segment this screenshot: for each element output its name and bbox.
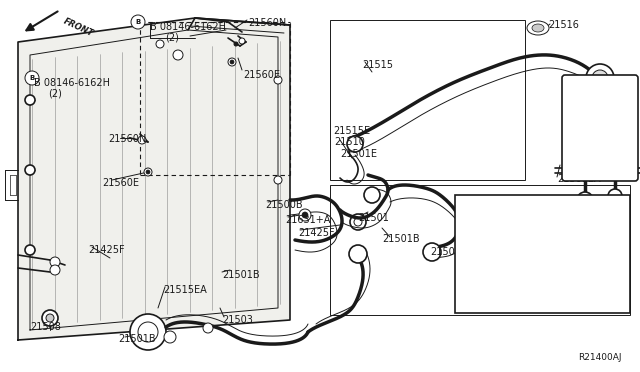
Circle shape: [274, 176, 282, 184]
Bar: [455, 195, 630, 313]
Text: 21560N: 21560N: [248, 18, 286, 28]
Text: 21501EA: 21501EA: [557, 174, 600, 184]
Circle shape: [46, 314, 54, 322]
Text: 21501E: 21501E: [340, 149, 377, 159]
Ellipse shape: [527, 21, 549, 35]
Circle shape: [50, 265, 60, 275]
Circle shape: [25, 245, 35, 255]
Bar: [330, 20, 525, 180]
Text: 21515: 21515: [362, 60, 393, 70]
Text: B 08146-6162H: B 08146-6162H: [34, 78, 110, 88]
Text: (2): (2): [165, 32, 179, 42]
Circle shape: [354, 218, 362, 226]
Circle shape: [25, 95, 35, 105]
Text: 21501EA: 21501EA: [555, 238, 598, 248]
Circle shape: [592, 70, 608, 86]
Circle shape: [144, 168, 152, 176]
Circle shape: [347, 136, 363, 152]
Bar: [330, 185, 630, 315]
Text: 21503: 21503: [222, 315, 253, 325]
Text: 21501B: 21501B: [430, 247, 468, 257]
Text: 21560N: 21560N: [108, 134, 147, 144]
Text: 21501B: 21501B: [382, 234, 420, 244]
Circle shape: [146, 170, 150, 174]
Text: B 08146-6162H: B 08146-6162H: [150, 22, 226, 32]
Circle shape: [299, 209, 311, 221]
Text: 21508: 21508: [30, 322, 61, 332]
Circle shape: [203, 323, 213, 333]
Text: B: B: [136, 19, 141, 25]
Text: 21560E: 21560E: [102, 178, 139, 188]
Text: R21400AJ: R21400AJ: [579, 353, 622, 362]
Text: 21560E: 21560E: [243, 70, 280, 80]
Circle shape: [228, 58, 236, 66]
Circle shape: [577, 192, 593, 208]
Text: 21515EA: 21515EA: [163, 285, 207, 295]
Text: 21515+A: 21515+A: [462, 228, 508, 238]
Circle shape: [350, 214, 366, 230]
Circle shape: [349, 245, 367, 263]
FancyBboxPatch shape: [562, 75, 638, 181]
Circle shape: [138, 136, 146, 144]
Circle shape: [230, 60, 234, 64]
Circle shape: [164, 331, 176, 343]
Text: 21425F: 21425F: [88, 245, 125, 255]
Text: 21631+A: 21631+A: [285, 215, 330, 225]
Text: 21425F: 21425F: [298, 228, 335, 238]
Circle shape: [234, 42, 238, 46]
Circle shape: [423, 243, 441, 261]
Text: 21501B: 21501B: [118, 334, 156, 344]
Text: 21501: 21501: [358, 213, 389, 223]
Circle shape: [138, 322, 158, 342]
Circle shape: [156, 40, 164, 48]
Circle shape: [130, 314, 166, 350]
Text: (2): (2): [48, 89, 62, 99]
Circle shape: [25, 165, 35, 175]
Circle shape: [239, 38, 245, 44]
Circle shape: [274, 76, 282, 84]
Circle shape: [586, 64, 614, 92]
Text: 21516: 21516: [548, 20, 579, 30]
Text: FRONT: FRONT: [62, 17, 95, 39]
Circle shape: [42, 310, 58, 326]
Circle shape: [600, 83, 614, 97]
Circle shape: [173, 50, 183, 60]
Text: 21501B: 21501B: [222, 270, 260, 280]
Text: 21500B: 21500B: [265, 200, 303, 210]
Polygon shape: [18, 18, 290, 340]
Circle shape: [131, 15, 145, 29]
Text: B: B: [29, 75, 35, 81]
Ellipse shape: [532, 24, 544, 32]
Circle shape: [364, 187, 380, 203]
Circle shape: [25, 71, 39, 85]
Circle shape: [302, 212, 308, 218]
Circle shape: [608, 189, 622, 203]
Text: 21515E: 21515E: [333, 126, 370, 136]
Circle shape: [50, 257, 60, 267]
Text: 21510: 21510: [334, 137, 365, 147]
